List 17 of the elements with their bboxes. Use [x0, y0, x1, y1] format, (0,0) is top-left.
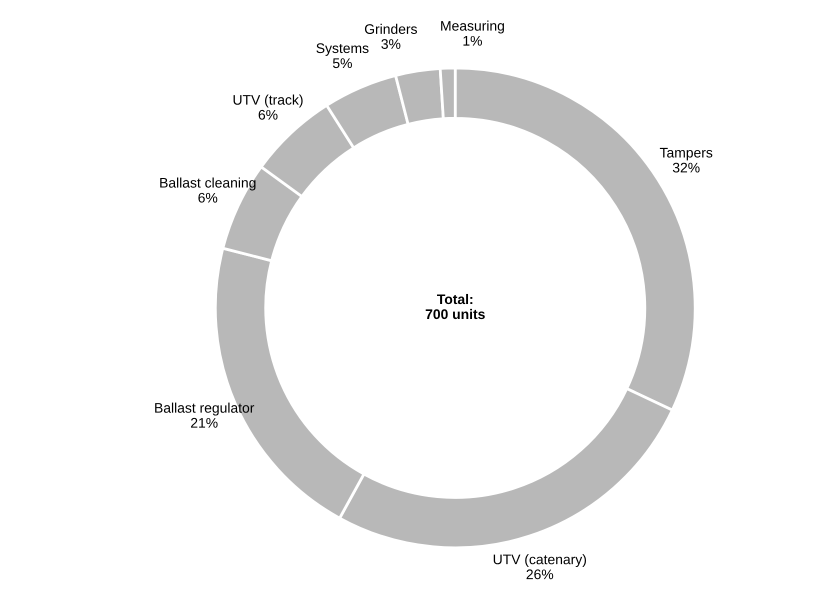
data-label: 26%	[526, 569, 554, 580]
slice-label: UTV (track)	[234, 94, 303, 108]
data-label: 6%	[258, 110, 278, 120]
data-label: 5%	[332, 58, 352, 68]
slice-label: Measuring	[441, 20, 504, 34]
slice-label: Ballast regulator	[155, 402, 254, 416]
slice-label: Systems	[316, 43, 369, 56]
slice-label: Ballast cleaning	[160, 177, 256, 190]
slice-label: Grinders	[364, 24, 417, 34]
data-label: 6%	[198, 192, 218, 203]
data-label: 21%	[191, 418, 218, 428]
slice-label: UTV (catenary)	[494, 554, 586, 568]
text: Total: 700 units	[426, 294, 485, 320]
slice-label: Tampers	[660, 148, 712, 160]
data-label: 3%	[381, 39, 400, 49]
data-label: 1%	[463, 36, 482, 46]
data-label: 32%	[672, 162, 700, 173]
